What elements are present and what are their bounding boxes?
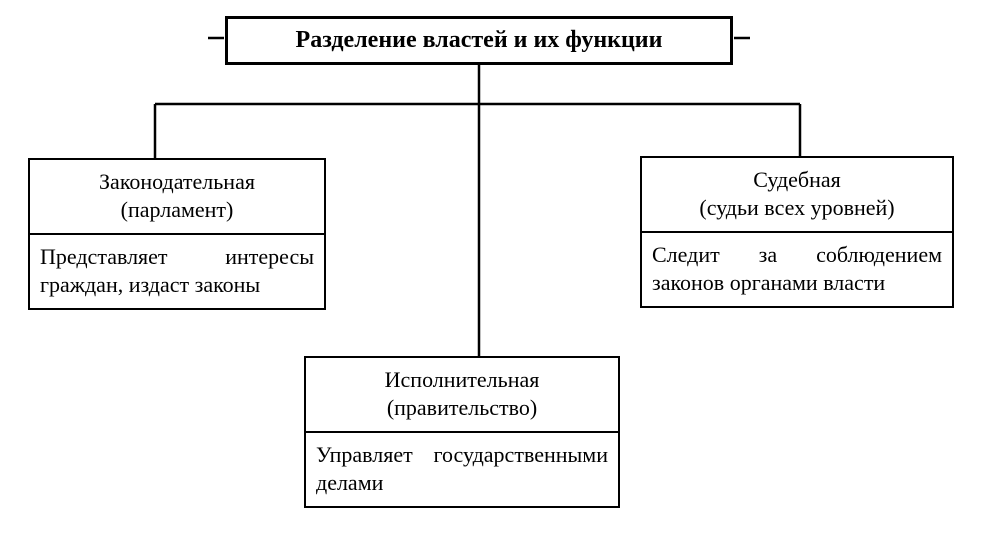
branch-judicial-title: Судебная (судьи всех уровней) xyxy=(642,158,952,233)
branch-executive: Исполнительная (правительство) Управляет… xyxy=(304,356,620,508)
branch-title-line1: Законодательная xyxy=(99,169,255,194)
branch-title-line1: Исполнительная xyxy=(385,367,540,392)
root-node: Разделение властей и их функции xyxy=(225,16,733,65)
branch-executive-title: Исполнительная (правительство) xyxy=(306,358,618,433)
branch-legislative-title: Законодательная (парламент) xyxy=(30,160,324,235)
diagram-canvas: { "type": "tree", "background_color": "#… xyxy=(0,0,982,542)
branch-title-line1: Судебная xyxy=(753,167,841,192)
branch-legislative: Законодательная (парламент) Представляет… xyxy=(28,158,326,310)
branch-title-line2: (правительство) xyxy=(387,395,537,420)
branch-legislative-desc: Представляет интересы граждан, издаст за… xyxy=(30,235,324,308)
branch-title-line2: (парламент) xyxy=(121,197,234,222)
root-label: Разделение властей и их функции xyxy=(296,27,663,53)
branch-title-line2: (судьи всех уровней) xyxy=(699,195,894,220)
branch-judicial-desc: Следит за соблюдением законов органами в… xyxy=(642,233,952,306)
branch-executive-desc: Управляет государствен­ными делами xyxy=(306,433,618,506)
branch-judicial: Судебная (судьи всех уровней) Следит за … xyxy=(640,156,954,308)
